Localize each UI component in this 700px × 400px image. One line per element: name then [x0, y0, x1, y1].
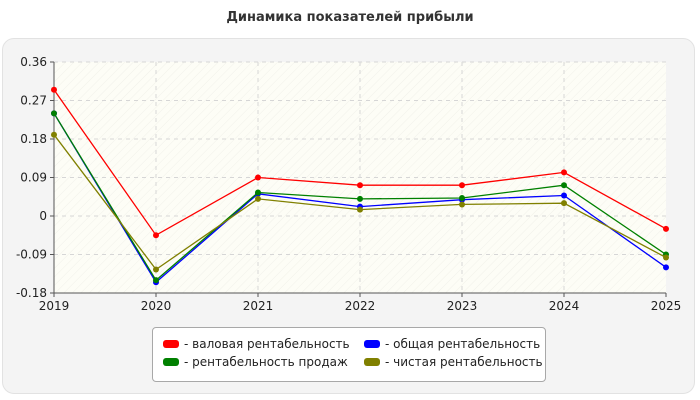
y-tick-label: 0.27 — [20, 94, 47, 108]
data-point — [357, 182, 363, 189]
y-tick-labels: 0.36 0.27 0.18 0.09 0 -0.09 -0.18 — [16, 55, 47, 300]
y-tick-label: 0 — [39, 209, 47, 223]
y-tick-label: -0.18 — [16, 286, 47, 300]
x-tick-label: 2023 — [447, 299, 478, 313]
data-point — [153, 232, 159, 239]
legend-swatch-green — [163, 358, 179, 366]
data-point — [255, 189, 261, 196]
data-point — [561, 169, 567, 176]
legend-label: - валовая рентабельность — [184, 337, 350, 351]
x-tick-label: 2022 — [345, 299, 376, 313]
data-point — [255, 174, 261, 181]
legend: - валовая рентабельность - общая рентабе… — [152, 327, 546, 382]
x-tick-label: 2024 — [549, 299, 580, 313]
axes — [50, 61, 667, 297]
series-lines — [51, 86, 669, 286]
legend-label: - рентабельность продаж — [184, 355, 348, 369]
x-tick-label: 2025 — [651, 299, 682, 313]
y-tick-label: 0.18 — [20, 132, 47, 146]
data-point — [561, 182, 567, 189]
x-tick-labels: 2019 2020 2021 2022 2023 2024 2025 — [39, 299, 682, 313]
legend-item-total: - общая рентабельность — [364, 337, 540, 351]
y-tick-label: -0.09 — [16, 248, 47, 262]
y-tick-label: 0.36 — [20, 55, 47, 69]
legend-label: - общая рентабельность — [385, 337, 541, 351]
x-tick-label: 2019 — [39, 299, 70, 313]
legend-swatch-blue — [364, 340, 380, 348]
data-point — [153, 266, 159, 273]
data-point — [51, 131, 57, 138]
y-tick-label: 0.09 — [20, 171, 47, 185]
legend-swatch-olive — [364, 358, 380, 366]
data-point — [663, 254, 669, 261]
data-point — [255, 195, 261, 202]
legend-item-gross: - валовая рентабельность — [163, 337, 350, 351]
legend-item-sales: - рентабельность продаж — [163, 355, 348, 369]
x-tick-label: 2021 — [243, 299, 274, 313]
data-point — [51, 86, 57, 93]
data-point — [561, 192, 567, 199]
data-point — [51, 110, 57, 117]
legend-label: - чистая рентабельность — [385, 355, 543, 369]
chart-title: Динамика показателей прибыли — [226, 10, 474, 25]
data-point — [561, 200, 567, 207]
data-point — [357, 206, 363, 213]
legend-swatch-red — [163, 340, 179, 348]
data-point — [153, 277, 159, 284]
data-point — [663, 264, 669, 271]
x-tick-label: 2020 — [141, 299, 172, 313]
data-point — [663, 225, 669, 232]
legend-item-net: - чистая рентабельность — [364, 355, 543, 369]
data-point — [459, 201, 465, 208]
data-point — [357, 195, 363, 202]
data-point — [459, 195, 465, 202]
data-point — [459, 182, 465, 189]
